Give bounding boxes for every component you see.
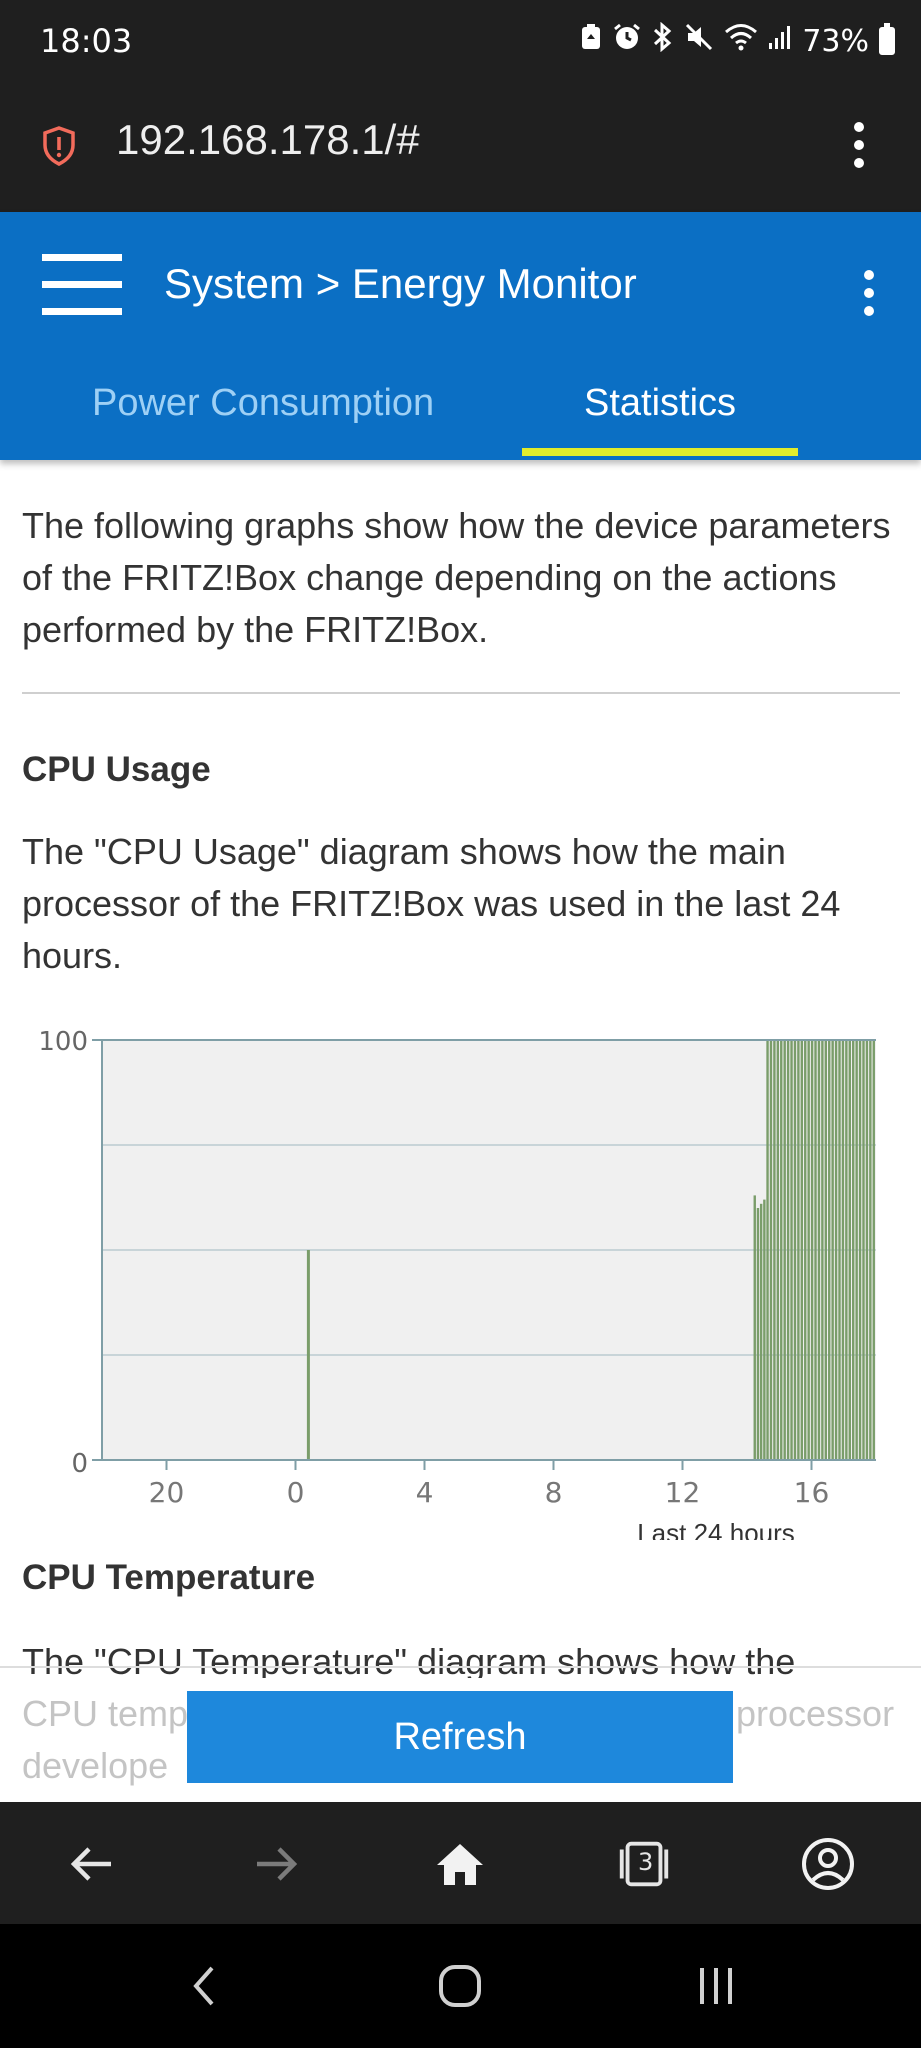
cpu-bar <box>783 1040 786 1460</box>
cpu-temperature-description-line2-right: processor <box>736 1693 895 1734</box>
mute-icon <box>684 22 714 60</box>
cpu-bar <box>797 1040 800 1460</box>
nav-home-icon[interactable] <box>438 1964 482 2012</box>
cpu-temperature-description-line1: The "CPU Temperature" diagram shows how … <box>22 1641 796 1678</box>
cpu-usage-chart: 100 0 20 0 4 8 12 16 Last 24 hours <box>38 1027 876 1540</box>
x-tick-label: 16 <box>794 1476 830 1509</box>
status-bar: 18:03 73% <box>0 0 921 86</box>
menu-icon[interactable] <box>42 254 122 316</box>
cpu-bar <box>855 1040 858 1460</box>
battery-icon <box>879 23 895 55</box>
cpu-bar <box>872 1040 875 1460</box>
bluetooth-icon <box>652 21 674 60</box>
cpu-temperature-description-line3: develope <box>22 1745 169 1786</box>
cpu-usage-heading: CPU Usage <box>22 750 211 789</box>
cpu-bar <box>804 1040 807 1460</box>
cpu-bar <box>865 1040 869 1460</box>
cpu-bar <box>769 1040 773 1460</box>
cpu-bar <box>759 1203 763 1460</box>
account-icon[interactable] <box>798 1834 858 1894</box>
signal-icon <box>768 23 792 59</box>
cpu-temperature-description-line2-left: CPU temp <box>22 1693 189 1734</box>
cpu-bar <box>773 1040 776 1460</box>
x-axis-label: Last 24 hours <box>637 1518 795 1540</box>
cpu-bar <box>793 1040 797 1460</box>
cpu-bar <box>821 1040 824 1460</box>
x-tick-label: 12 <box>665 1476 701 1509</box>
x-tick-label: 4 <box>416 1476 434 1509</box>
cpu-temperature-heading: CPU Temperature <box>22 1558 316 1597</box>
battery-saver-icon <box>580 23 602 59</box>
status-time: 18:03 <box>40 22 133 60</box>
cpu-usage-description: The "CPU Usage" diagram shows how the ma… <box>22 831 841 976</box>
cpu-bar <box>834 1040 838 1460</box>
y-tick-label: 100 <box>38 1027 88 1057</box>
browser-menu-icon[interactable] <box>854 122 864 168</box>
cpu-bar <box>756 1208 760 1460</box>
cpu-bar <box>807 1040 810 1460</box>
tabs-icon[interactable]: 3 <box>614 1834 674 1894</box>
active-tab-indicator <box>522 448 798 456</box>
alarm-icon <box>612 22 642 60</box>
battery-level: 73% <box>802 23 869 59</box>
status-icons: 73% <box>580 21 895 60</box>
cpu-bar <box>800 1040 804 1460</box>
cpu-bar <box>841 1040 845 1460</box>
more-options-icon[interactable] <box>864 270 874 316</box>
cpu-bar <box>845 1040 848 1460</box>
cpu-bar <box>780 1040 783 1460</box>
x-tick-label: 20 <box>149 1476 185 1509</box>
x-tick-label: 8 <box>545 1476 563 1509</box>
sticky-footer-divider <box>0 1666 921 1668</box>
cpu-bar <box>824 1040 828 1460</box>
tab-statistics[interactable]: Statistics <box>584 382 737 424</box>
cpu-bar <box>753 1195 756 1460</box>
cpu-bar <box>831 1040 834 1460</box>
cpu-bar <box>848 1040 851 1460</box>
cpu-bar <box>817 1040 821 1460</box>
cpu-bar <box>786 1040 790 1460</box>
breadcrumb-title: System > Energy Monitor <box>164 260 637 307</box>
divider <box>22 692 900 694</box>
x-tick-label: 0 <box>287 1476 305 1509</box>
cpu-bar <box>776 1040 780 1460</box>
security-warning-icon[interactable] <box>42 126 76 166</box>
tab-count: 3 <box>638 1848 654 1876</box>
forward-arrow-icon[interactable] <box>246 1834 306 1894</box>
url-text[interactable]: 192.168.178.1/# <box>116 116 420 163</box>
refresh-button[interactable]: Refresh <box>187 1691 733 1783</box>
cpu-bar <box>852 1040 855 1460</box>
cpu-bar <box>814 1040 817 1460</box>
browser-url-bar: 192.168.178.1/# <box>0 86 921 212</box>
cpu-bar <box>838 1040 841 1460</box>
wifi-icon <box>724 23 758 59</box>
cpu-bar <box>810 1040 814 1460</box>
cpu-bar <box>828 1040 831 1460</box>
y-tick-label: 0 <box>71 1449 88 1479</box>
intro-text: The following graphs show how the device… <box>22 505 891 650</box>
tab-power-consumption[interactable]: Power Consumption <box>92 382 435 424</box>
browser-toolbar: 3 <box>0 1802 921 1924</box>
cpu-bar <box>858 1040 862 1460</box>
system-nav-bar <box>0 1924 921 2048</box>
cpu-bar <box>862 1040 865 1460</box>
nav-back-icon[interactable] <box>190 1964 218 2012</box>
back-arrow-icon[interactable] <box>62 1834 122 1894</box>
cpu-bar <box>766 1040 769 1460</box>
cpu-bar <box>763 1199 766 1460</box>
cpu-spike-bar <box>306 1250 310 1460</box>
home-icon[interactable] <box>430 1834 490 1894</box>
app-header: System > Energy Monitor Power Consumptio… <box>0 212 921 460</box>
nav-recents-icon[interactable] <box>696 1964 736 2012</box>
cpu-bar <box>869 1040 872 1460</box>
cpu-bar <box>790 1040 793 1460</box>
